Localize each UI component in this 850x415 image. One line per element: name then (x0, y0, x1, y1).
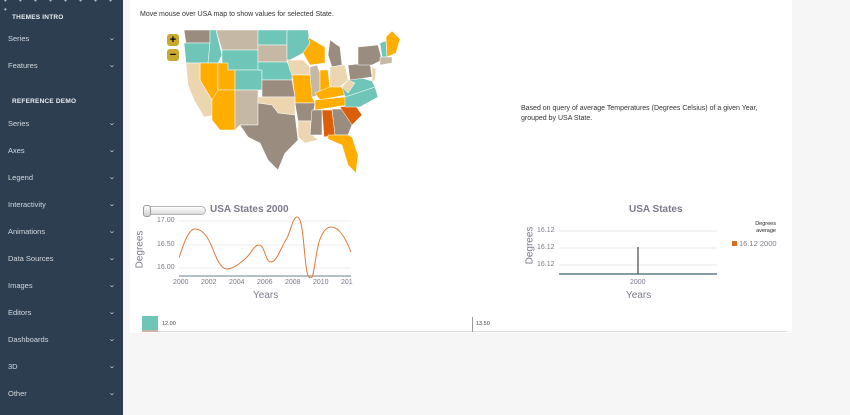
sidebar-item-label: 3D (8, 361, 18, 371)
y-tick: 16.12 (537, 227, 555, 234)
y-tick: 16.12 (537, 244, 555, 251)
sidebar-item-series-intro[interactable]: Series ⌄ (0, 28, 123, 48)
logo: • • • • • • • • • (4, 0, 117, 14)
sidebar-item-other[interactable]: Other ⌄ (0, 383, 123, 403)
chevron-down-icon: ⌄ (108, 336, 116, 343)
slider-handle[interactable] (143, 205, 151, 217)
usa-map[interactable]: + − (160, 25, 405, 185)
year-slider[interactable] (143, 205, 206, 217)
sidebar: • • • • • • • • • THEMES INTRO Series ⌄ F… (0, 0, 123, 415)
chevron-down-icon: ⌄ (108, 255, 116, 262)
color-scale-legend: 12.00 13.50 (142, 316, 787, 332)
sidebar-item-label: Editors (8, 307, 32, 317)
sidebar-item-label: Dashboards (8, 334, 49, 344)
chevron-down-icon: ⌄ (108, 201, 116, 208)
y-axis-label: Degrees (524, 226, 536, 265)
y-tick: 17.00 (157, 217, 175, 224)
sidebar-item-legend[interactable]: Legend ⌄ (0, 167, 123, 187)
sidebar-item-label: Series (8, 118, 30, 128)
sidebar-item-3d[interactable]: 3D ⌄ (0, 356, 123, 376)
chevron-down-icon: ⌄ (108, 282, 116, 289)
sidebar-item-label: Interactivity (8, 199, 46, 209)
chart-title: USA States 2000 (210, 204, 289, 215)
sidebar-item-axes[interactable]: Axes ⌄ (0, 140, 123, 160)
legend-title: Degrees average (755, 221, 776, 234)
sidebar-item-label: Legend (8, 172, 34, 182)
x-tick: 2006 (257, 279, 273, 286)
y-tick: 16.12 (537, 261, 555, 268)
x-tick: 2002 (201, 279, 217, 286)
main-content: Move mouse over USA map to show values f… (130, 0, 792, 333)
sidebar-item-label: Data Sources (8, 253, 54, 263)
x-tick: 2000 (173, 279, 189, 286)
legend-item-label: 16.12 2000 (739, 239, 777, 248)
chart-title: USA States (629, 204, 683, 215)
y-axis-label: Degrees (134, 230, 146, 269)
bar-plot (559, 230, 717, 275)
line-chart: USA States 2000 Degrees 17.00 16.50 16.0… (134, 200, 365, 305)
x-tick: 201 (341, 279, 353, 286)
chevron-down-icon: ⌄ (108, 147, 116, 154)
x-tick: 2010 (313, 279, 329, 286)
legend-swatch-min (142, 316, 158, 332)
sidebar-item-editors[interactable]: Editors ⌄ (0, 302, 123, 322)
bar-chart: USA States Degrees 16.12 16.12 16.12 200… (515, 200, 790, 305)
usa-map-shapes[interactable] (160, 25, 405, 185)
x-axis-label: Years (253, 290, 279, 301)
query-description: Based on query of average Temperatures (… (521, 105, 758, 122)
section-themes-intro: THEMES INTRO (12, 14, 64, 21)
legend-item[interactable]: 16.12 2000 (732, 239, 777, 248)
chevron-down-icon: ⌄ (108, 35, 116, 42)
chevron-down-icon: ⌄ (108, 174, 116, 181)
sidebar-item-label: Axes (8, 145, 25, 155)
sidebar-item-features[interactable]: Features ⌄ (0, 55, 123, 75)
map-hint: Move mouse over USA map to show values f… (140, 11, 334, 18)
sidebar-item-label: Features (8, 60, 38, 70)
y-tick: 16.50 (157, 241, 175, 248)
sidebar-item-interactivity[interactable]: Interactivity ⌄ (0, 194, 123, 214)
sidebar-item-label: Other (8, 388, 27, 398)
zoom-in-button[interactable]: + (167, 34, 179, 46)
chevron-down-icon: ⌄ (108, 363, 116, 370)
sidebar-item-animations[interactable]: Animations ⌄ (0, 221, 123, 241)
legend-mid-value: 13.50 (476, 321, 490, 327)
legend-swatch (732, 241, 737, 246)
chevron-down-icon: ⌄ (108, 309, 116, 316)
chevron-down-icon: ⌄ (108, 120, 116, 127)
sidebar-item-dashboards[interactable]: Dashboards ⌄ (0, 329, 123, 349)
chevron-down-icon: ⌄ (108, 390, 116, 397)
x-tick: 2004 (229, 279, 245, 286)
y-tick: 16.00 (157, 264, 175, 271)
legend-min-value: 12.00 (162, 321, 176, 327)
legend-divider (472, 317, 473, 332)
sidebar-item-label: Animations (8, 226, 46, 236)
zoom-out-button[interactable]: − (167, 49, 179, 61)
section-reference-demo: REFERENCE DEMO (12, 98, 77, 105)
sidebar-item-label: Series (8, 33, 30, 43)
x-axis-label: Years (626, 290, 652, 301)
x-tick: 2008 (285, 279, 301, 286)
x-tick: 2000 (630, 279, 646, 286)
chevron-down-icon: ⌄ (108, 62, 116, 69)
sidebar-item-images[interactable]: Images ⌄ (0, 275, 123, 295)
sidebar-item-series[interactable]: Series ⌄ (0, 113, 123, 133)
sidebar-item-data-sources[interactable]: Data Sources ⌄ (0, 248, 123, 268)
line-plot (179, 216, 352, 278)
sidebar-item-label: Images (8, 280, 33, 290)
chevron-down-icon: ⌄ (108, 228, 116, 235)
